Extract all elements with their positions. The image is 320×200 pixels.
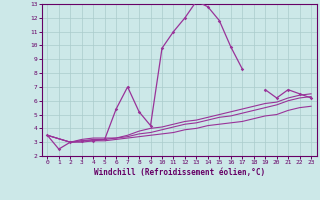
X-axis label: Windchill (Refroidissement éolien,°C): Windchill (Refroidissement éolien,°C) — [94, 168, 265, 177]
